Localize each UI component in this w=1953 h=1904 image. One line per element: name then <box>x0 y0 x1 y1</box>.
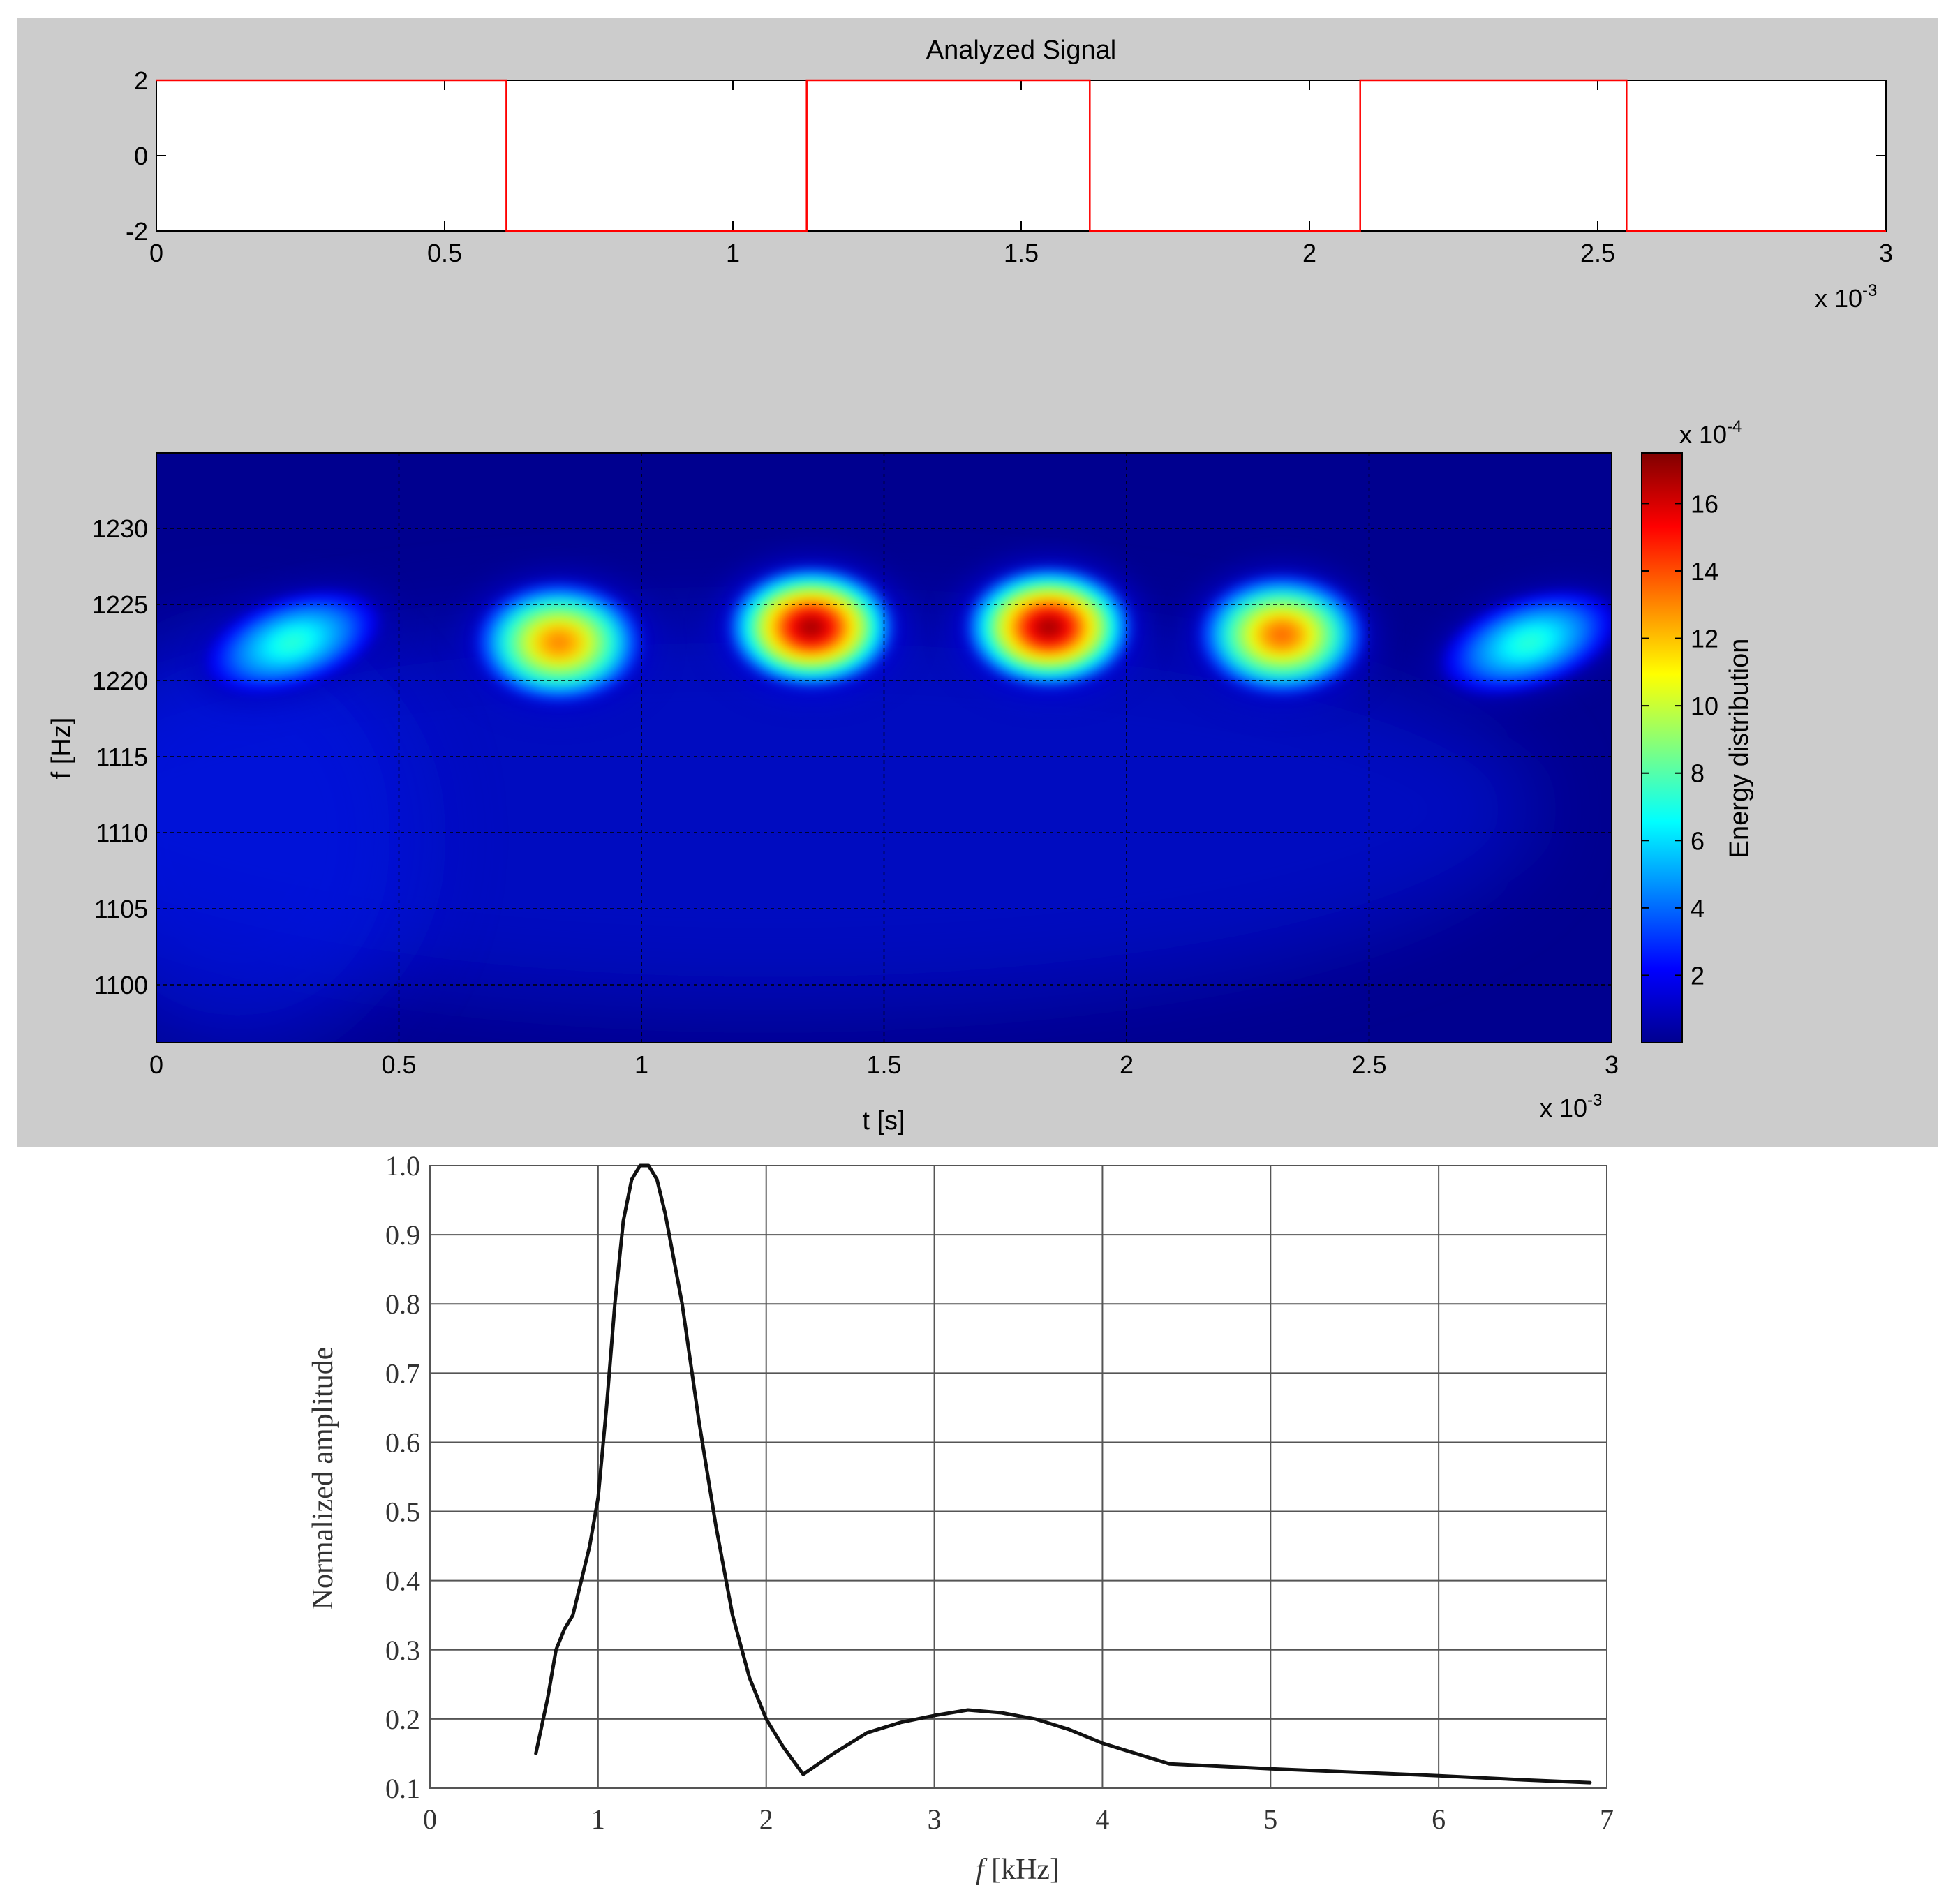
signal-chart: Analyzed Signal 0 0.5 1 1.5 2 2.5 3-202 x 10-3 <box>126 36 1893 313</box>
colorbar-tick-label: 12 <box>1691 625 1718 653</box>
spectrum-y-tick-label: 0.3 <box>385 1635 420 1666</box>
heatmap-y-tick-label: 1220 <box>92 667 148 695</box>
spectrum-x-tick-label: 6 <box>1432 1803 1446 1835</box>
spectrum-x-tick-label: 1 <box>591 1803 605 1835</box>
spectrum-x-tick-label: 2 <box>759 1803 773 1835</box>
heatmap-x-label: t [s] <box>862 1106 905 1136</box>
colorbar-tick-label: 8 <box>1691 759 1705 788</box>
spectrum-y-tick-label: 1.0 <box>385 1150 420 1182</box>
signal-x-tick-label: 0.5 <box>427 239 462 267</box>
heatmap-y-tick-label: 1115 <box>96 743 148 771</box>
heatmap-x-tick-label: 2 <box>1120 1050 1134 1079</box>
spectrum-x-label: f [kHz] <box>976 1854 1060 1886</box>
spectrum-y-tick-label: 0.2 <box>385 1704 420 1735</box>
spectrum-y-tick-label: 0.1 <box>385 1773 420 1804</box>
heatmap-energy-blob <box>797 617 826 638</box>
spectrum-x-tick-label: 3 <box>928 1803 942 1835</box>
heatmap-low-energy-region <box>156 628 419 1043</box>
heatmap-energy-blob <box>1034 617 1063 638</box>
heatmap-y-tick-label: 1110 <box>96 819 148 847</box>
heatmap-y-tick-label: 1230 <box>92 514 148 543</box>
colorbar-tick-label: 14 <box>1691 557 1718 586</box>
spectrum-chart: 0 1 2 3 4 5 6 7 0.1 0.2 0.3 0.4 0.5 0.6 0.7 0.8 0.9 1.0 f… <box>307 1150 1614 1886</box>
colorbar-label: Energy distribution <box>1725 639 1754 858</box>
heatmap-x-tick-label: 1 <box>634 1050 648 1079</box>
spectrum-y-tick-label: 0.9 <box>385 1219 420 1251</box>
spectrum-x-tick-label: 4 <box>1095 1803 1109 1835</box>
heatmap-energy-blob <box>1515 633 1544 652</box>
spectrum-y-tick-label: 0.5 <box>385 1496 420 1528</box>
heatmap-energy-blob <box>544 632 573 653</box>
signal-x-tick-label: 1 <box>726 239 740 267</box>
heatmap-x-tick-label: 0.5 <box>381 1050 416 1079</box>
colorbar <box>1641 452 1683 1043</box>
heatmap-y-label: f [Hz] <box>47 717 76 780</box>
signal-x-tick-label: 3 <box>1879 239 1893 267</box>
spectrum-y-tick-label: 0.4 <box>385 1565 420 1597</box>
signal-x-tick-label: 2.5 <box>1580 239 1615 267</box>
colorbar-tick-label: 6 <box>1691 826 1705 855</box>
signal-x-tick-label: 0 <box>149 239 163 267</box>
colorbar-tick-label: 16 <box>1691 489 1718 518</box>
spectrum-y-tick-label: 0.7 <box>385 1358 420 1389</box>
heatmap-plot-frame <box>156 452 1612 1043</box>
heatmap-chart: 0 0.5 1 1.5 2 2.5 3 1100 1105 1110 1115 1220 1225 123… <box>47 417 1754 1136</box>
spectrum-y-label: Normalized amplitude <box>307 1347 339 1610</box>
signal-chart-title: Analyzed Signal <box>926 36 1117 65</box>
spectrum-y-tick-label: 0.6 <box>385 1427 420 1458</box>
heatmap-energy-blob <box>1268 625 1296 646</box>
heatmap-y-tick-label: 1225 <box>92 590 148 619</box>
heatmap-y-tick-label: 1100 <box>94 971 148 999</box>
signal-x-tick-label: 1.5 <box>1004 239 1039 267</box>
signal-series-line <box>156 79 1886 232</box>
spectrum-plot-area <box>429 1165 1607 1789</box>
heatmap-x-tick-label: 3 <box>1605 1050 1619 1079</box>
heatmap-x-tick-label: 2.5 <box>1351 1050 1386 1079</box>
spectrum-x-tick-label: 7 <box>1600 1803 1614 1835</box>
signal-plot-area <box>156 80 1887 232</box>
colorbar-multiplier: x 10-4 <box>1679 417 1742 449</box>
heatmap-energy-blob <box>277 633 307 652</box>
signal-y-tick-label: 2 <box>134 66 148 95</box>
heatmap-x-tick-label: 1.5 <box>866 1050 901 1079</box>
heatmap-x-multiplier: x 10-3 <box>1540 1091 1602 1122</box>
spectrum-x-tick-label: 0 <box>423 1803 437 1835</box>
spectrum-y-tick-label: 0.8 <box>385 1288 420 1320</box>
signal-y-tick-label: -2 <box>126 217 148 246</box>
colorbar-tick-label: 4 <box>1691 894 1705 923</box>
spectrum-x-tick-label: 5 <box>1263 1803 1277 1835</box>
heatmap-x-tick-label: 0 <box>149 1050 163 1079</box>
signal-y-tick-label: 0 <box>134 142 148 170</box>
signal-x-multiplier: x 10-3 <box>1815 281 1877 313</box>
spectrum-series-line <box>534 1163 1592 1785</box>
signal-x-tick-label: 2 <box>1302 239 1316 267</box>
colorbar-tick-label: 2 <box>1691 961 1705 990</box>
heatmap-low-energy-region <box>156 614 1536 1005</box>
colorbar-tick-label: 10 <box>1691 692 1718 720</box>
heatmap-y-tick-label: 1105 <box>94 895 148 923</box>
